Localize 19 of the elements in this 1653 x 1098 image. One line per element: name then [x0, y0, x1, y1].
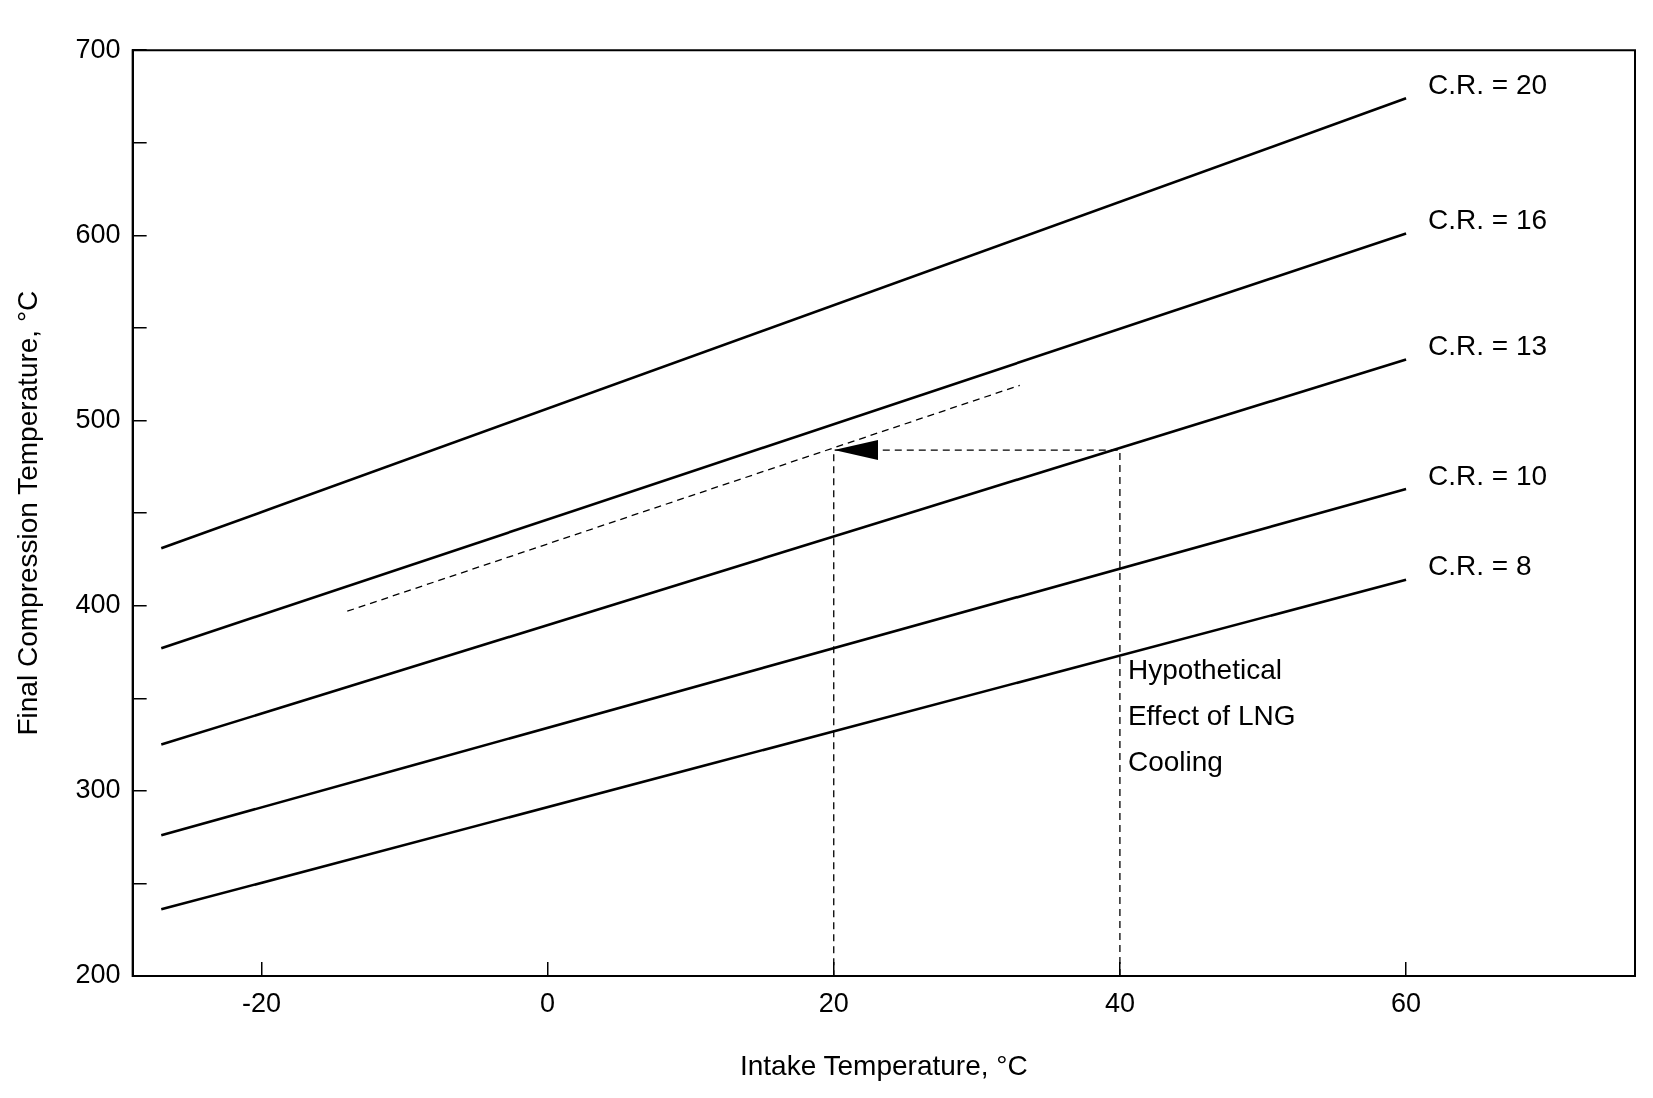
series-label: C.R. = 13 [1428, 330, 1548, 362]
x-tick-label: 40 [1104, 987, 1135, 1018]
series-label: C.R. = 10 [1428, 459, 1548, 491]
x-axis-title: Intake Temperature, °C [739, 1049, 1028, 1081]
y-tick-label: 300 [75, 774, 121, 805]
y-axis-title: Final Compression Temperature, °C [11, 290, 43, 736]
series-label: C.R. = 16 [1428, 204, 1548, 236]
y-tick-label: 700 [75, 33, 121, 64]
y-tick-label: 400 [75, 589, 121, 620]
series-label: C.R. = 8 [1428, 550, 1532, 582]
x-tick-label: 0 [540, 987, 556, 1018]
x-tick-label: -20 [241, 987, 281, 1018]
x-tick-label: 20 [818, 987, 849, 1018]
x-tick-label: 60 [1391, 987, 1422, 1018]
y-tick-label: 600 [75, 218, 121, 249]
series-label: C.R. = 20 [1428, 69, 1548, 101]
y-tick-label: 500 [75, 403, 121, 434]
y-tick-label: 200 [75, 959, 121, 990]
annotation: Hypothetical Effect of LNG Cooling [1127, 653, 1296, 777]
